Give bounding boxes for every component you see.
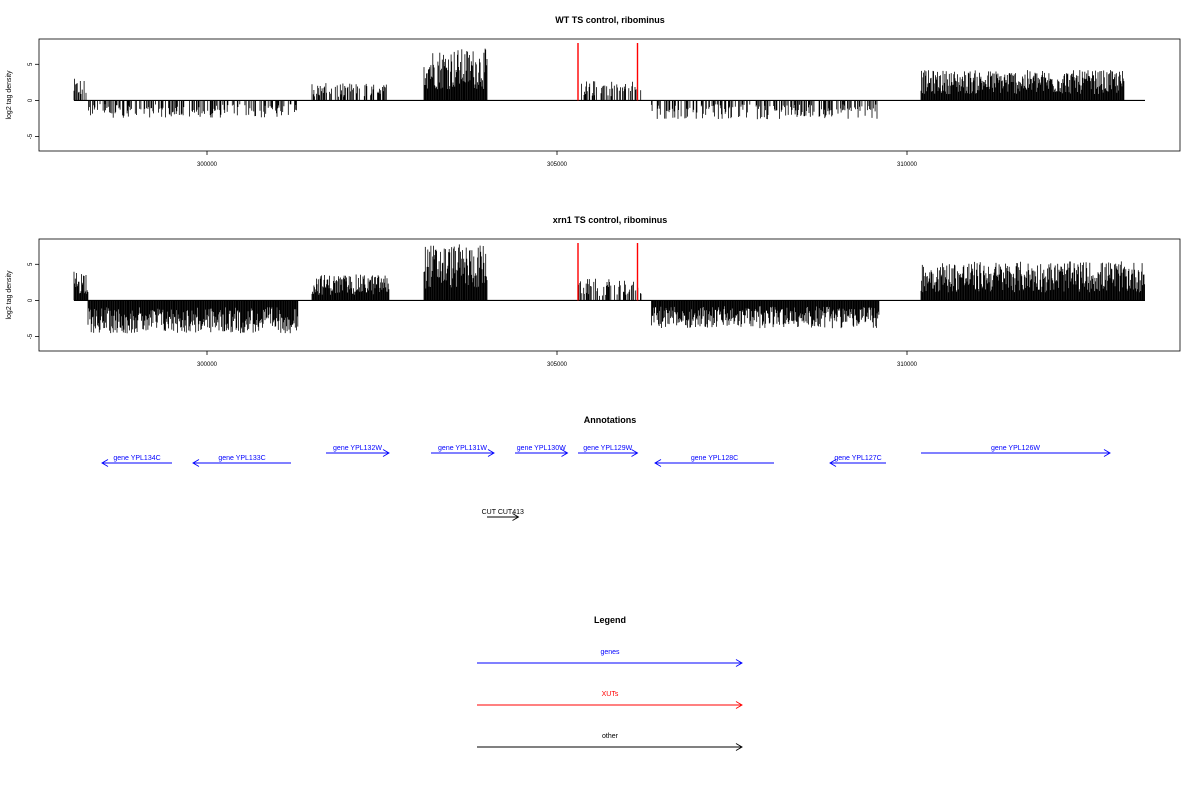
y-tick-label: -5 xyxy=(28,133,34,139)
wt-coverage-panel: WT TS control, ribominus log2 tag densit… xyxy=(6,15,1181,168)
annotations-title: Annotations xyxy=(584,415,637,425)
wt-bars: -5 0 5 300000 305000 310000 xyxy=(28,38,1181,168)
arrow-head xyxy=(192,459,200,467)
y-tick-label: 5 xyxy=(28,62,34,66)
xrn1-panel-title: xrn1 TS control, ribominus xyxy=(553,215,668,225)
gene-label: gene YPL130W xyxy=(517,445,566,452)
gene-label: gene YPL134C xyxy=(113,455,160,462)
x-tick-label: 305000 xyxy=(547,162,568,168)
annotations-panel: Annotations gene YPL134C gene YPL133C gene… xyxy=(101,415,1111,521)
x-tick-label: 300000 xyxy=(197,162,218,168)
legend-item-label: genes xyxy=(600,649,620,656)
gene-label: gene YPL126W xyxy=(991,445,1040,452)
arrow-head xyxy=(735,659,743,667)
arrow-head xyxy=(735,701,743,709)
arrow-head xyxy=(561,449,569,457)
x-tick-label: 310000 xyxy=(897,162,918,168)
xrn1-coverage-panel: xrn1 TS control, ribominus log2 tag dens… xyxy=(6,215,1181,368)
x-tick-label: 300000 xyxy=(197,362,218,368)
arrow-head xyxy=(512,513,520,521)
arrow-head xyxy=(487,449,495,457)
arrow-head xyxy=(101,459,109,467)
legend-title: Legend xyxy=(594,615,626,625)
y-tick-label: 5 xyxy=(28,262,34,266)
arrow-head xyxy=(735,743,743,751)
y-tick-label: 0 xyxy=(28,298,34,302)
xrn1-y-axis-label: log2 tag density xyxy=(6,270,13,320)
gene-label: gene YPL128C xyxy=(691,455,738,462)
other-feature-label: CUT CUT413 xyxy=(482,509,524,516)
arrow-head xyxy=(654,459,662,467)
arrow-head xyxy=(829,459,837,467)
wt-y-axis-label: log2 tag density xyxy=(6,70,13,120)
arrow-head xyxy=(1103,449,1111,457)
wt-panel-title: WT TS control, ribominus xyxy=(555,15,665,25)
legend-item-label: other xyxy=(602,733,619,740)
x-tick-label: 305000 xyxy=(547,362,568,368)
arrow-head xyxy=(382,449,390,457)
xrn1-bars: -5 0 5 300000 305000 310000 xyxy=(28,238,1181,368)
gene-label: gene YPL129W xyxy=(583,445,632,452)
y-tick-label: -5 xyxy=(28,333,34,339)
gene-label: gene YPL131W xyxy=(438,445,487,452)
legend: Legend genes XUTs other xyxy=(477,615,743,751)
arrow-head xyxy=(631,449,639,457)
gene-label: gene YPL133C xyxy=(218,455,265,462)
plot-frame xyxy=(38,38,1181,152)
y-tick-label: 0 xyxy=(28,98,34,102)
legend-item-label: XUTs xyxy=(602,691,619,698)
x-tick-label: 310000 xyxy=(897,362,918,368)
gene-label: gene YPL132W xyxy=(333,445,382,452)
plot-frame xyxy=(38,238,1181,352)
gene-label: gene YPL127C xyxy=(834,455,881,462)
